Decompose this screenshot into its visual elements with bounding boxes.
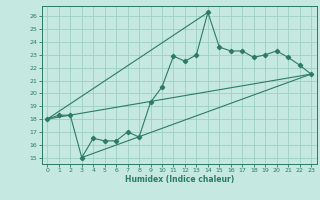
X-axis label: Humidex (Indice chaleur): Humidex (Indice chaleur) bbox=[124, 175, 234, 184]
